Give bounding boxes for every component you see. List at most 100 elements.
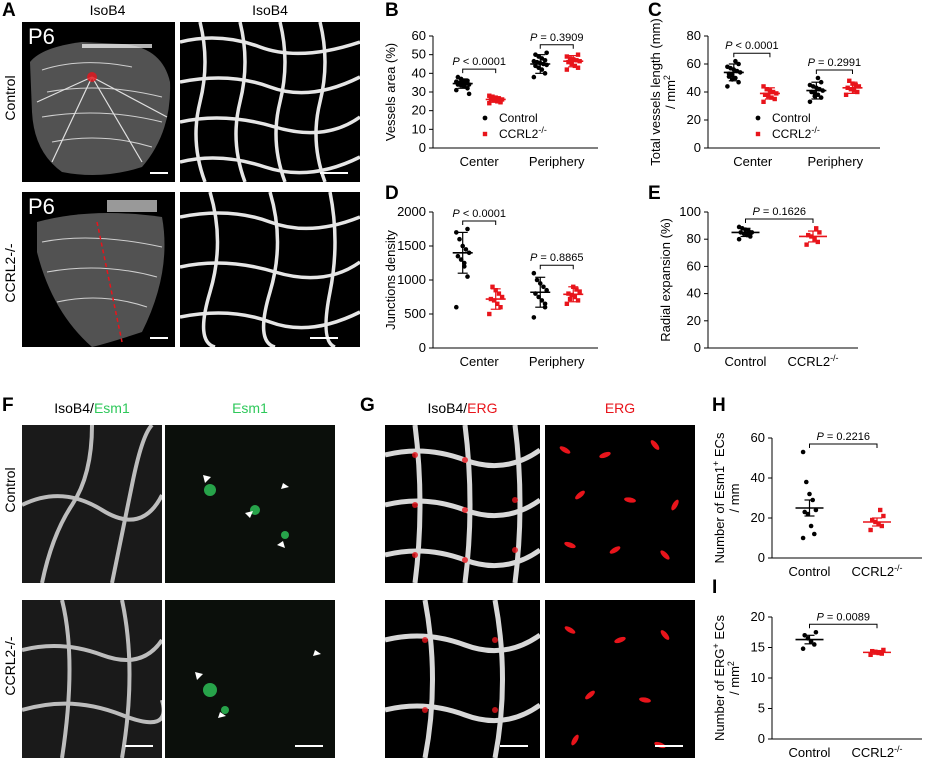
- y-tick-label: 80: [687, 231, 701, 246]
- retina-whole-ccrl2-image: [22, 192, 175, 347]
- y-axis-label: Junctions density: [383, 230, 398, 330]
- y-tick-label: 0: [419, 140, 426, 155]
- x-tick-label: CCRL2-/-: [787, 353, 838, 369]
- y-tick-label: 0: [694, 140, 701, 155]
- legend-marker-control: [482, 115, 488, 121]
- data-point-ccrl2: [812, 237, 817, 242]
- erg-control-image: [545, 425, 695, 583]
- data-point-control: [813, 629, 819, 635]
- data-point-control: [454, 87, 459, 93]
- data-point-control: [807, 491, 812, 497]
- significance-bracket: [809, 443, 878, 448]
- data-point-ccrl2: [490, 284, 495, 289]
- scale-bar: [500, 745, 528, 747]
- vessel-detail-control-image: [180, 22, 360, 182]
- y-axis-label: Number of ERG+ ECs: [711, 615, 727, 741]
- y-tick-label: 0: [758, 550, 765, 565]
- data-point-control: [531, 74, 537, 80]
- legend-marker-control: [755, 115, 761, 121]
- data-point-ccrl2: [847, 78, 852, 83]
- y-tick-label: 40: [687, 84, 701, 99]
- y-tick-label: 20: [751, 609, 765, 624]
- x-tick-label: Center: [460, 354, 500, 369]
- y-tick-label: 10: [412, 121, 426, 136]
- scale-bar: [320, 172, 348, 174]
- y-tick-label: 5: [758, 701, 765, 716]
- chart-total-vessels-length: 0 20 40 60 80 Total vessels length (mm) / mm2 C…: [648, 18, 880, 169]
- panel-label-a: A: [2, 0, 16, 21]
- legend-marker-ccrl2: [482, 131, 488, 137]
- panel-label-c: C: [648, 0, 662, 21]
- data-point-ccrl2: [574, 58, 579, 63]
- esm1-ccrl2-image: [165, 600, 335, 758]
- y-axis-label-unit: / mm: [727, 484, 742, 513]
- data-point-ccrl2: [876, 521, 881, 527]
- scale-bar: [295, 745, 323, 747]
- data-point-ccrl2: [806, 232, 811, 238]
- data-point-control: [455, 74, 461, 80]
- data-point-ccrl2: [491, 98, 497, 103]
- data-point-ccrl2: [495, 99, 500, 104]
- data-point-ccrl2: [498, 99, 503, 104]
- y-tick-label: 30: [412, 84, 426, 99]
- data-point-ccrl2: [572, 63, 578, 69]
- data-point-control: [463, 247, 469, 252]
- data-point-control: [544, 287, 549, 293]
- y-tick-label: 20: [687, 313, 701, 328]
- y-tick-label: 60: [412, 28, 426, 43]
- row-label-control-f: Control: [2, 467, 18, 513]
- y-tick-label: 40: [687, 286, 701, 301]
- data-point-control: [815, 75, 821, 81]
- isob4-esm1-ccrl2-image: [22, 600, 162, 758]
- chart-erg-ecs: 0 5 10 15 20 Number of ERG+ ECs/ mm2 Control CC…: [711, 609, 922, 760]
- panel-label-i: I: [712, 577, 718, 598]
- p-value-label: P = 0.1626: [752, 206, 806, 218]
- legend-label-control: Control: [499, 111, 538, 125]
- legend-label-ccrl2: CCRL2-/-: [499, 125, 547, 141]
- y-tick-label: 40: [751, 470, 765, 485]
- data-point-control: [534, 277, 540, 283]
- y-tick-label: 60: [687, 258, 701, 273]
- y-tick-label: 2000: [397, 204, 426, 219]
- col-label-isob4-2: IsoB4: [252, 2, 288, 18]
- data-point-ccrl2: [496, 291, 502, 296]
- data-point-ccrl2: [881, 647, 886, 653]
- data-point-ccrl2: [868, 527, 873, 533]
- data-point-ccrl2: [577, 289, 582, 294]
- data-point-ccrl2: [870, 517, 875, 523]
- data-point-ccrl2: [870, 648, 875, 654]
- data-point-ccrl2: [804, 242, 809, 247]
- p-value-label: P = 0.8865: [530, 252, 584, 264]
- data-point-ccrl2: [817, 230, 822, 235]
- y-tick-label: 500: [404, 306, 426, 321]
- data-point-control: [736, 224, 742, 230]
- scale-bar: [655, 745, 683, 747]
- retina-whole-control-image: [22, 22, 175, 182]
- x-tick-label: Control: [789, 564, 831, 579]
- panel-label-d: D: [385, 183, 399, 204]
- x-tick-label: CCRL2-/-: [851, 563, 902, 579]
- chart-junctions-density: 0 500 1000 1500 2000 Junctions density Center P…: [383, 204, 598, 369]
- x-tick-label: Center: [733, 154, 773, 169]
- y-tick-label: 20: [412, 103, 426, 118]
- data-point-ccrl2: [499, 294, 505, 300]
- erg-label: ERG: [467, 400, 498, 416]
- data-point-ccrl2: [575, 52, 581, 57]
- isob4-erg-ccrl2-image: [385, 600, 540, 758]
- panel-label-h: H: [712, 395, 726, 416]
- significance-bracket: [745, 218, 814, 223]
- data-point-control: [812, 531, 817, 537]
- data-point-control: [733, 58, 738, 64]
- data-point-control: [544, 50, 549, 56]
- data-point-control: [726, 74, 732, 79]
- data-point-ccrl2: [569, 61, 574, 67]
- legend-label-ccrl2: CCRL2-/-: [772, 125, 820, 141]
- p-value-label: P = 0.3909: [530, 32, 584, 44]
- x-tick-label: Periphery: [529, 154, 585, 169]
- age-label-p6-ccrl2: P6: [28, 194, 55, 219]
- y-tick-label: 15: [751, 640, 765, 655]
- chart-vessels-area: 0 10 20 30 40 50 60 Vessels area (%) Center Perip…: [383, 28, 598, 169]
- y-tick-label: 80: [687, 28, 701, 43]
- data-point-ccrl2: [496, 96, 502, 101]
- panel-label-g: G: [360, 395, 375, 416]
